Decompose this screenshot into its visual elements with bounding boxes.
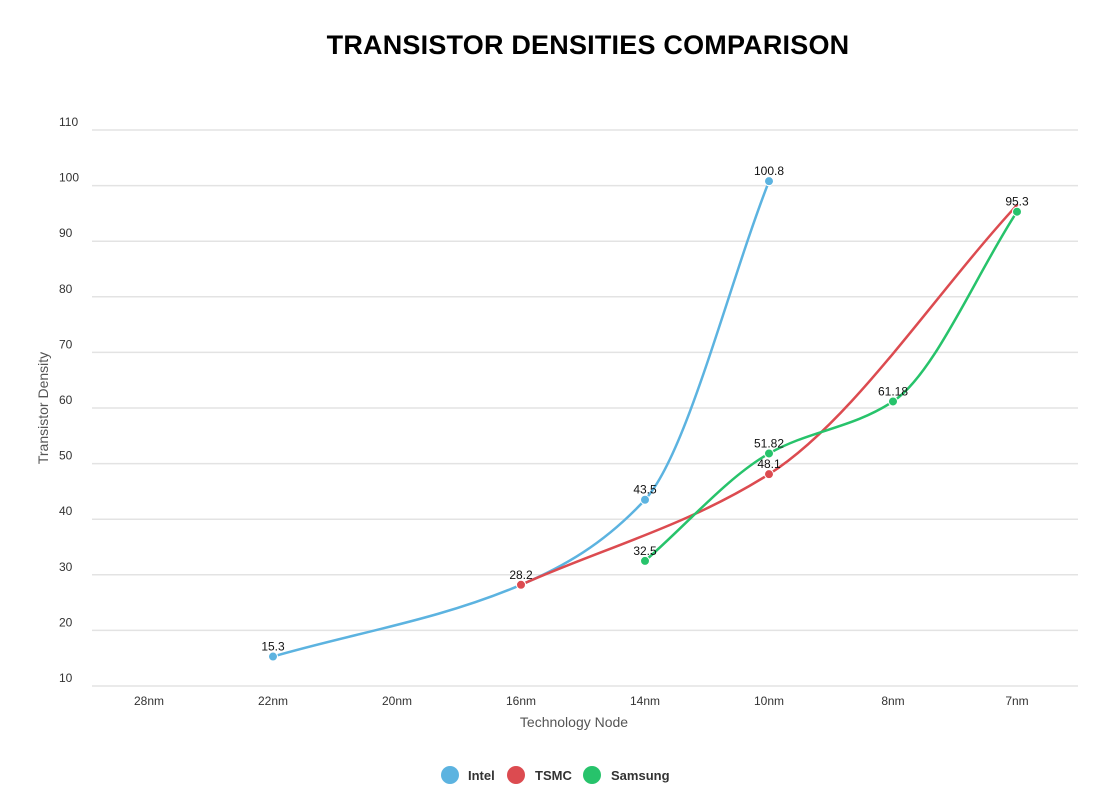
grid-layer: [92, 129, 1078, 687]
y-tick-label: 30: [59, 560, 73, 574]
data-point-samsung[interactable]: [764, 448, 774, 459]
legend[interactable]: Intel TSMC Samsung: [441, 766, 670, 784]
data-point-intel[interactable]: [640, 494, 650, 505]
legend-item-tsmc[interactable]: TSMC: [507, 766, 572, 784]
chart-title: TRANSISTOR DENSITIES COMPARISON: [326, 30, 850, 60]
data-point-intel[interactable]: [268, 651, 278, 662]
legend-label-tsmc: TSMC: [535, 768, 572, 783]
data-label-samsung: 32.5: [633, 544, 657, 558]
legend-marker-samsung: [583, 766, 601, 784]
data-label-tsmc: 48.1: [757, 457, 781, 471]
x-tick-label: 16nm: [506, 694, 536, 708]
series-layer: [271, 179, 1019, 658]
series-line-samsung[interactable]: [643, 210, 1019, 563]
x-axis-title: Technology Node: [520, 714, 628, 730]
data-label-intel: 100.8: [754, 164, 784, 178]
y-tick-label: 110: [59, 115, 78, 129]
x-tick-label: 20nm: [382, 694, 412, 708]
legend-marker-intel: [441, 766, 459, 784]
data-label-layer: 15.3 43.5 100.8 28.2 48.1 32.5 51.82 61.18 95.3: [261, 164, 1029, 653]
data-point-samsung[interactable]: [1012, 206, 1022, 217]
data-label-tsmc: 28.2: [509, 568, 533, 582]
legend-label-intel: Intel: [468, 768, 495, 783]
data-point-tsmc[interactable]: [764, 469, 774, 480]
data-point-samsung[interactable]: [888, 396, 898, 407]
x-tick-label: 22nm: [258, 694, 288, 708]
series-line-tsmc[interactable]: [519, 203, 1019, 587]
legend-item-intel[interactable]: Intel: [441, 766, 495, 784]
y-tick-label: 60: [59, 393, 73, 407]
data-label-samsung: 51.82: [754, 436, 784, 450]
data-label-intel: 43.5: [633, 483, 657, 497]
data-point-intel[interactable]: [764, 176, 774, 187]
y-axis-title: Transistor Density: [35, 352, 51, 464]
legend-marker-tsmc: [507, 766, 525, 784]
data-label-samsung: 95.3: [1005, 195, 1029, 209]
axis-layer: 10 20 30 40 50 60 70 80 90 100 110 28nm 22nm 20nm 16nm…: [35, 115, 1029, 730]
x-tick-label: 14nm: [630, 694, 660, 708]
data-label-intel: 15.3: [261, 640, 285, 654]
y-tick-label: 40: [59, 504, 73, 518]
x-tick-label: 28nm: [134, 694, 164, 708]
y-tick-label: 10: [59, 671, 73, 685]
legend-label-samsung: Samsung: [611, 768, 670, 783]
y-tick-label: 70: [59, 337, 73, 351]
y-tick-label: 80: [59, 282, 73, 296]
data-point-samsung[interactable]: [640, 555, 650, 566]
x-tick-label: 8nm: [881, 694, 904, 708]
y-tick-label: 50: [59, 449, 73, 463]
x-tick-label: 10nm: [754, 694, 784, 708]
legend-item-samsung[interactable]: Samsung: [583, 766, 670, 784]
data-label-samsung: 61.18: [878, 384, 908, 398]
data-point-tsmc[interactable]: [516, 579, 526, 590]
series-line-intel[interactable]: [271, 179, 771, 658]
y-tick-label: 90: [59, 226, 73, 240]
x-tick-label: 7nm: [1005, 694, 1028, 708]
y-tick-label: 100: [59, 171, 79, 185]
point-layer: [268, 176, 1022, 662]
y-tick-label: 20: [59, 615, 73, 629]
